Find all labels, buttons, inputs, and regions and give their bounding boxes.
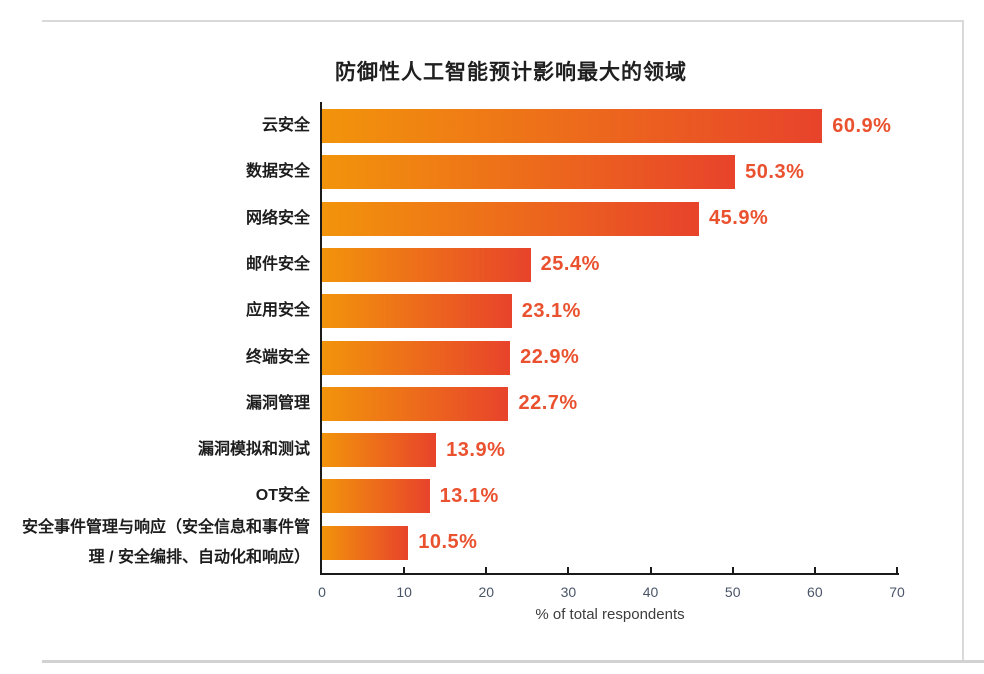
y-axis-line (320, 102, 322, 575)
x-axis-tick-label: 70 (889, 584, 905, 600)
x-axis-tick-label: 0 (318, 584, 326, 600)
x-axis-line (320, 573, 899, 575)
x-axis-tick-label: 60 (807, 584, 823, 600)
x-axis-tick-label: 40 (642, 584, 659, 600)
value-label: 13.1% (439, 484, 499, 507)
bar (322, 525, 409, 560)
category-label: 漏洞模拟和测试 (197, 441, 310, 459)
bar (322, 201, 700, 236)
category-label: 应用安全 (245, 302, 310, 320)
page-border-bottom (42, 660, 984, 663)
bar (322, 247, 531, 282)
category-label: 云安全 (261, 117, 310, 134)
category-label: 终端安全 (245, 348, 310, 366)
bar (322, 433, 437, 468)
x-axis-tick (403, 567, 406, 573)
bar (322, 109, 823, 143)
category-label: 安全事件管理与响应（安全信息和事件管理 / 安全编排、自动化和响应） (21, 518, 310, 566)
value-label: 23.1% (521, 299, 581, 322)
value-label: 22.9% (520, 346, 580, 368)
value-label: 22.7% (518, 392, 578, 415)
x-axis-tick-label: 30 (560, 584, 577, 600)
x-axis-tick (485, 567, 488, 573)
bar (322, 340, 511, 375)
bar (322, 479, 430, 514)
x-axis-tick-label: 10 (396, 584, 412, 600)
x-axis-tick-label: 20 (478, 584, 495, 600)
chart-title: 防御性人工智能预计影响最大的领域 (335, 61, 687, 84)
x-axis-tick (731, 567, 734, 573)
x-axis-tick (813, 567, 816, 573)
value-label: 45.9% (709, 207, 769, 230)
category-label: 漏洞管理 (245, 394, 310, 412)
value-label: 13.9% (446, 438, 506, 461)
category-label: OT安全 (255, 487, 310, 505)
x-axis-tick (649, 567, 652, 573)
value-label: 50.3% (745, 160, 805, 183)
x-axis-tick (567, 567, 570, 573)
bar (322, 155, 736, 190)
x-axis-title: % of total respondents (535, 606, 685, 623)
x-axis-tick-label: 50 (724, 584, 741, 600)
category-label: 网络安全 (245, 209, 310, 227)
value-label: 25.4% (540, 253, 600, 276)
x-axis-tick (896, 567, 898, 573)
bar (322, 294, 512, 329)
category-label: 数据安全 (245, 163, 310, 181)
bar (322, 386, 509, 421)
value-label: 10.5% (418, 531, 478, 554)
value-label: 60.9% (832, 114, 892, 137)
category-label: 邮件安全 (245, 255, 310, 273)
